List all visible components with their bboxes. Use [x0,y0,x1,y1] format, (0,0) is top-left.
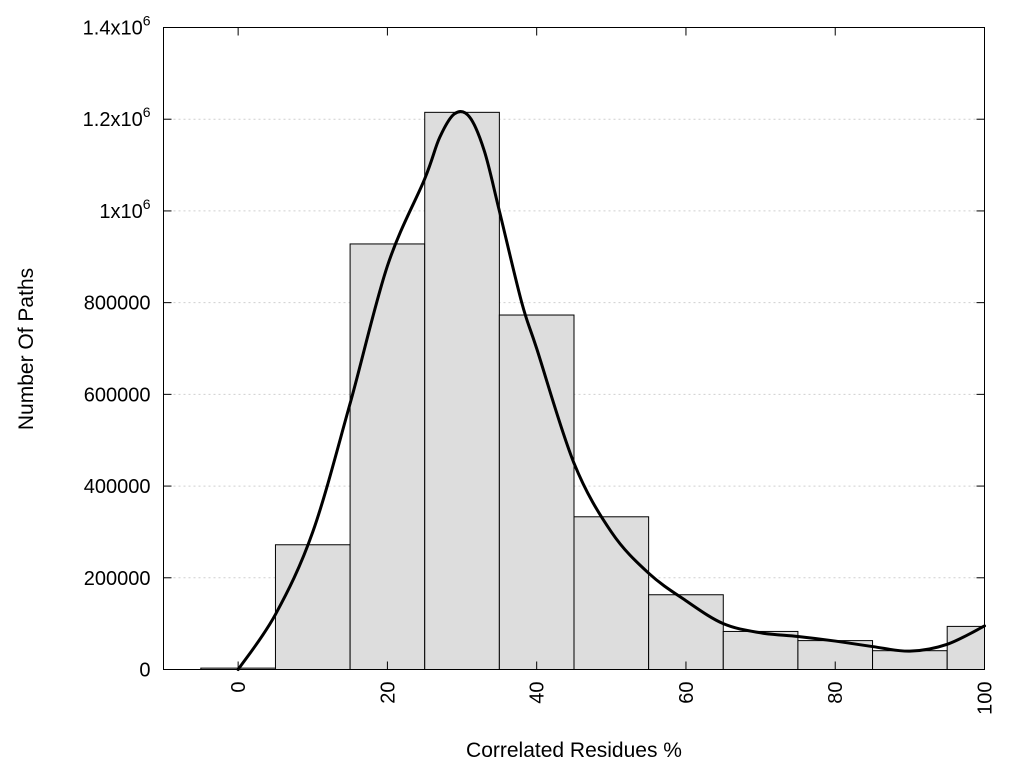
y-tick-label: 200000 [84,568,151,590]
x-tick-label: 0 [228,682,250,693]
y-tick-label: 800000 [84,293,151,315]
plot-frame [163,27,985,670]
x-tick-labels: 0 20 40 60 80 100 [228,682,996,715]
y-tick-label: 400000 [84,476,151,498]
y-tick-label: 600000 [84,384,151,406]
curve-layer [236,110,986,671]
histogram-bar [424,111,500,671]
x-tick-label: 100 [975,682,997,715]
tick-layer [163,27,985,670]
x-tick-label: 80 [825,682,847,704]
histogram-bar [274,544,351,670]
y-tick-label: 0 [139,660,150,682]
y-tick-label: 1x106 [99,196,150,223]
x-tick-label: 60 [676,682,698,704]
histogram-bar [498,314,575,670]
histogram-bar [946,625,986,670]
x-tick-label: 20 [377,682,399,704]
histogram-bar [349,243,426,670]
fit-curve [236,110,986,671]
y-axis-title: Number Of Paths [15,268,38,430]
y-tick-labels: 0 200000 400000 600000 800000 1x106 1.2x106 1.4… [83,13,151,682]
x-axis-title: Correlated Residues % [466,739,682,762]
y-tick-label: 1.4x106 [83,13,151,40]
histogram-bar [573,516,650,670]
bar-layer [200,111,986,671]
histogram-bar [648,594,724,671]
x-tick-label: 40 [527,682,549,704]
histogram-bar [872,650,948,670]
y-tick-label: 1.2x106 [83,104,151,131]
histogram-bar [722,630,799,671]
